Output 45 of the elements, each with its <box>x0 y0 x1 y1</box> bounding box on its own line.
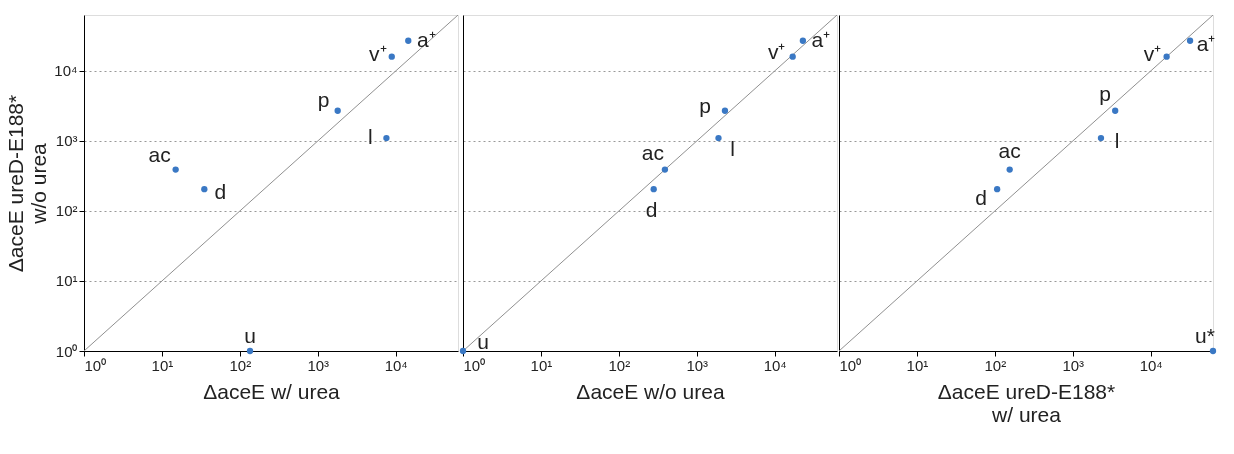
annotation: d <box>645 198 658 222</box>
x-tick-label: 10⁰ <box>84 356 107 374</box>
annotation: p <box>1099 81 1112 105</box>
annotation: p <box>699 93 711 117</box>
y-axis-title: ΔaceE ureD-E188* w/o urea <box>4 94 51 273</box>
x-tick-label: 10⁰ <box>839 356 862 374</box>
x-tick-label: 10¹ <box>906 356 929 374</box>
x-tick-label: 10¹ <box>530 356 553 374</box>
annotation: l <box>368 125 373 149</box>
annotation: v⁺ <box>1143 41 1162 65</box>
x-tick-label: 10³ <box>1062 356 1085 374</box>
annotation: a⁺ <box>416 27 436 51</box>
annotation: u* <box>1195 324 1215 347</box>
annotation: l <box>730 137 735 161</box>
y-tick-label: 10⁴ <box>54 62 78 80</box>
x-tick-label: 10² <box>229 356 252 374</box>
annotation: p <box>317 87 330 111</box>
x-tick-label: 10⁴ <box>763 356 787 374</box>
y-tick-label: 10¹ <box>55 272 78 290</box>
annotation: v⁺ <box>767 39 786 63</box>
x-axis-title: ΔaceE w/ urea <box>203 379 341 403</box>
annotation: ac <box>641 140 665 164</box>
annotation: a⁺ <box>1196 31 1216 55</box>
annotation: a⁺ <box>811 27 831 51</box>
annotation: ac <box>998 138 1021 162</box>
annotation: d <box>214 180 227 204</box>
x-tick-label: 10⁰ <box>463 356 486 374</box>
x-tick-label: 10⁴ <box>384 356 408 374</box>
x-tick-label: 10² <box>608 356 631 374</box>
annotation: d <box>975 186 987 210</box>
annotation: ac <box>148 142 171 166</box>
y-tick-label: 10² <box>55 202 78 220</box>
x-axis-title: ΔaceE ureD-E188* w/ urea <box>937 379 1116 426</box>
y-tick-label: 10⁰ <box>55 342 78 360</box>
annotation: l <box>1114 129 1120 153</box>
y-tick-label: 10³ <box>55 132 78 150</box>
x-tick-label: 10⁴ <box>1139 356 1163 374</box>
annotation: v⁺ <box>369 41 387 65</box>
x-tick-label: 10³ <box>686 356 709 374</box>
x-tick-label: 10¹ <box>151 356 174 374</box>
x-tick-label: 10² <box>984 356 1007 374</box>
annotation: u <box>244 324 256 347</box>
annotation: u <box>477 330 489 353</box>
x-axis-title: ΔaceE w/o urea <box>576 379 725 403</box>
x-tick-label: 10³ <box>307 356 330 374</box>
